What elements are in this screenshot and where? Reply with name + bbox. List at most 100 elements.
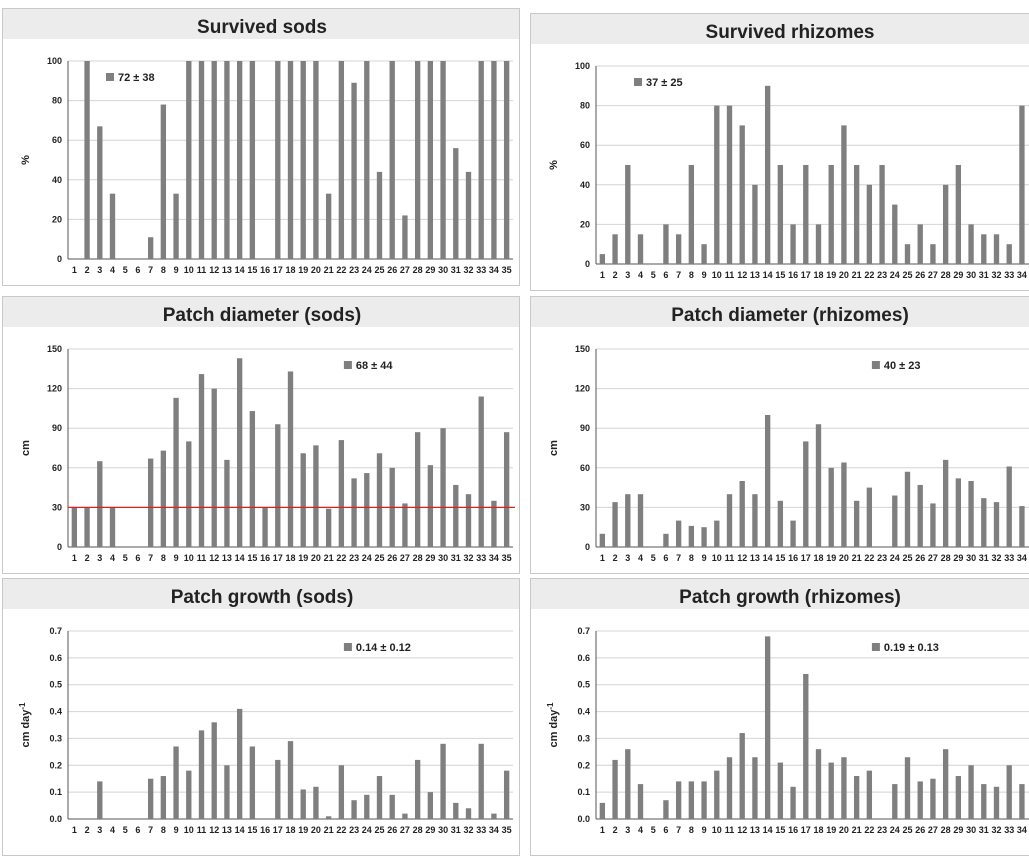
- x-tick-label: 22: [336, 553, 346, 563]
- x-tick-label: 21: [852, 553, 862, 563]
- x-tick-label: 13: [750, 825, 760, 835]
- bar: [790, 520, 796, 547]
- y-tick-label: 100: [575, 61, 590, 71]
- bar: [503, 61, 510, 259]
- x-tick-label: 4: [638, 270, 643, 280]
- bar: [224, 765, 230, 819]
- bar: [942, 184, 949, 264]
- bar: [625, 165, 631, 264]
- x-tick-label: 29: [425, 553, 435, 563]
- bar: [917, 484, 923, 547]
- bar: [338, 765, 345, 819]
- bar: [866, 184, 873, 264]
- x-tick-label: 8: [689, 270, 694, 280]
- x-tick-label: 1: [72, 265, 77, 275]
- x-tick-label: 17: [273, 553, 283, 563]
- x-tick-label: 24: [362, 553, 372, 563]
- x-tick-label: 1: [600, 553, 605, 563]
- x-tick-label: 28: [413, 265, 423, 275]
- bar: [764, 415, 771, 547]
- x-tick-label: 18: [285, 553, 295, 563]
- legend-label: 37 ± 25: [646, 77, 683, 89]
- y-tick-label: 0: [585, 259, 590, 269]
- x-tick-label: 10: [712, 825, 722, 835]
- bar: [109, 193, 116, 259]
- y-tick-label: 80: [52, 96, 62, 106]
- x-tick-label: 4: [110, 825, 115, 835]
- x-tick-label: 26: [387, 553, 397, 563]
- bar: [491, 61, 497, 259]
- bar: [625, 749, 631, 819]
- bar: [376, 453, 383, 547]
- bar: [313, 786, 319, 819]
- chart-patch-diameter-rhizomes: Patch diameter (rhizomes)0306090120150cm…: [548, 305, 1029, 563]
- x-tick-label: 27: [400, 825, 410, 835]
- x-tick-label: 32: [991, 270, 1001, 280]
- bar: [440, 61, 446, 259]
- bar: [503, 432, 510, 547]
- x-tick-label: 28: [413, 825, 423, 835]
- x-tick-label: 27: [400, 553, 410, 563]
- x-tick-label: 25: [374, 265, 384, 275]
- bar: [173, 746, 179, 819]
- bar: [841, 757, 847, 819]
- y-tick-label: 150: [575, 344, 590, 354]
- x-tick-label: 18: [285, 825, 295, 835]
- x-tick-label: 7: [148, 265, 153, 275]
- x-tick-label: 14: [235, 553, 245, 563]
- bar: [688, 165, 695, 264]
- bar: [892, 495, 898, 547]
- x-tick-label: 26: [915, 825, 925, 835]
- x-tick-label: 8: [161, 825, 166, 835]
- x-tick-label: 11: [197, 553, 207, 563]
- bar: [414, 759, 421, 819]
- bar: [930, 244, 936, 264]
- bar: [841, 125, 847, 265]
- x-tick-label: 34: [1017, 553, 1027, 563]
- legend-label: 40 ± 23: [884, 360, 921, 372]
- x-tick-label: 17: [801, 825, 811, 835]
- bar: [764, 636, 771, 819]
- y-tick-label: 40: [580, 180, 590, 190]
- chart-title: Patch growth (rhizomes): [679, 587, 901, 608]
- y-tick-label: 60: [52, 463, 62, 473]
- bar: [701, 244, 707, 264]
- bar: [599, 254, 606, 264]
- x-tick-label: 6: [663, 553, 668, 563]
- chart-title: Survived sods: [197, 17, 327, 38]
- x-tick-label: 25: [902, 825, 912, 835]
- x-tick-label: 25: [902, 270, 912, 280]
- x-tick-label: 20: [311, 265, 321, 275]
- bar: [930, 503, 936, 547]
- bar: [739, 125, 745, 265]
- x-tick-label: 23: [877, 553, 887, 563]
- x-tick-label: 21: [852, 270, 862, 280]
- x-tick-label: 25: [374, 825, 384, 835]
- bar: [815, 749, 822, 819]
- bar: [71, 507, 78, 547]
- chart-patch-growth-rhizomes: Patch growth (rhizomes) 0.0 0.1 0.2 0.3 0.4 0.…: [546, 587, 1029, 835]
- x-tick-label: 23: [349, 825, 359, 835]
- x-tick-label: 7: [148, 553, 153, 563]
- x-tick-label: 7: [676, 270, 681, 280]
- bar: [287, 371, 294, 547]
- bar: [465, 808, 472, 819]
- x-tick-label: 23: [349, 265, 359, 275]
- bar: [414, 61, 421, 259]
- bar: [109, 507, 116, 547]
- bar: [752, 494, 758, 547]
- y-tick-label: 0: [57, 542, 62, 552]
- bar: [777, 762, 784, 819]
- bar: [249, 746, 256, 819]
- x-tick-label: 6: [135, 553, 140, 563]
- x-tick-label: 19: [298, 825, 308, 835]
- x-tick-label: 32: [463, 825, 473, 835]
- x-tick-label: 24: [362, 265, 372, 275]
- chart-title: Patch growth (sods): [171, 587, 354, 608]
- x-tick-label: 35: [502, 825, 512, 835]
- y-tick-label: 60: [580, 140, 590, 150]
- bar: [453, 484, 459, 547]
- chart-panel-survived-sods: Survived sods 0 20 40 60 80 100% 1 2 3 4 5 6 7 8 9 10 11 1…: [2, 8, 520, 286]
- chart-panel-patch-growth-rhizomes: Patch growth (rhizomes) 0.0 0.1 0.2 0.3 0.4 0.…: [530, 578, 1029, 856]
